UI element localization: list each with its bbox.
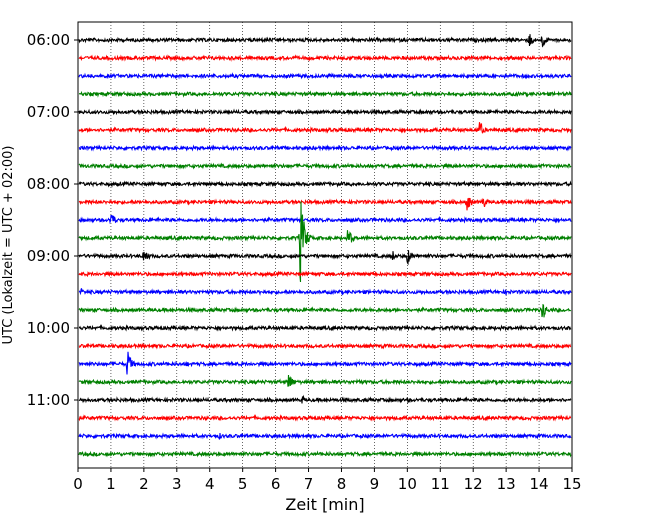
x-tick-label: 12	[464, 475, 483, 493]
y-tick-label: 11:00	[27, 391, 70, 409]
trace-1015	[78, 342, 572, 350]
trace-0630	[78, 72, 572, 80]
plot-frame	[77, 21, 573, 469]
x-axis-label: Zeit [min]	[285, 495, 364, 514]
x-tick-label: 5	[238, 475, 248, 493]
x-tick-label: 6	[271, 475, 281, 493]
x-tick-label: 7	[304, 475, 314, 493]
x-axis: 0 1 2 3 4 5 6 7 8 9 10 11 12 13 14 15	[73, 468, 582, 493]
y-tick-label: 07:00	[27, 103, 70, 121]
trace-1045	[78, 374, 572, 387]
trace-1130	[78, 432, 572, 440]
x-tick-label: 14	[530, 475, 549, 493]
trace-0700	[78, 108, 572, 116]
minute-grid	[110, 22, 540, 468]
x-tick-label: 11	[431, 475, 450, 493]
y-tick-label: 09:00	[27, 247, 70, 265]
trace-0600	[78, 34, 572, 48]
traces	[78, 34, 572, 458]
x-tick-label: 9	[370, 475, 380, 493]
trace-0830	[78, 214, 572, 225]
x-tick-label: 1	[106, 475, 116, 493]
x-tick-label: 15	[562, 475, 581, 493]
x-tick-label: 8	[337, 475, 347, 493]
trace-1000	[78, 324, 572, 332]
trace-0645	[79, 90, 572, 98]
y-axis-label: UTC (Lokalzeit = UTC + 02:00)	[1, 146, 16, 345]
trace-0930	[78, 288, 572, 296]
trace-0915	[78, 270, 572, 278]
trace-0900	[78, 250, 572, 266]
y-axis: 06:00 07:00 08:00 09:00 10:00 11:00	[27, 31, 78, 409]
trace-1100	[78, 394, 572, 404]
x-tick-label: 3	[172, 475, 182, 493]
trace-0730	[78, 144, 572, 152]
trace-0745	[78, 162, 572, 170]
trace-1145	[78, 450, 572, 458]
trace-0845	[78, 201, 572, 283]
y-tick-label: 08:00	[27, 175, 70, 193]
x-tick-label: 2	[139, 475, 149, 493]
trace-0815	[78, 197, 572, 211]
trace-0715	[78, 122, 572, 134]
x-tick-label: 13	[497, 475, 516, 493]
trace-0945	[78, 303, 572, 318]
x-tick-label: 0	[73, 475, 83, 493]
trace-1030	[78, 351, 572, 375]
y-tick-label: 06:00	[27, 31, 70, 49]
trace-1115	[78, 414, 572, 422]
trace-0615	[78, 54, 572, 62]
x-tick-label: 10	[398, 475, 417, 493]
trace-0800	[78, 180, 572, 188]
x-tick-label: 4	[205, 475, 215, 493]
y-tick-label: 10:00	[27, 319, 70, 337]
